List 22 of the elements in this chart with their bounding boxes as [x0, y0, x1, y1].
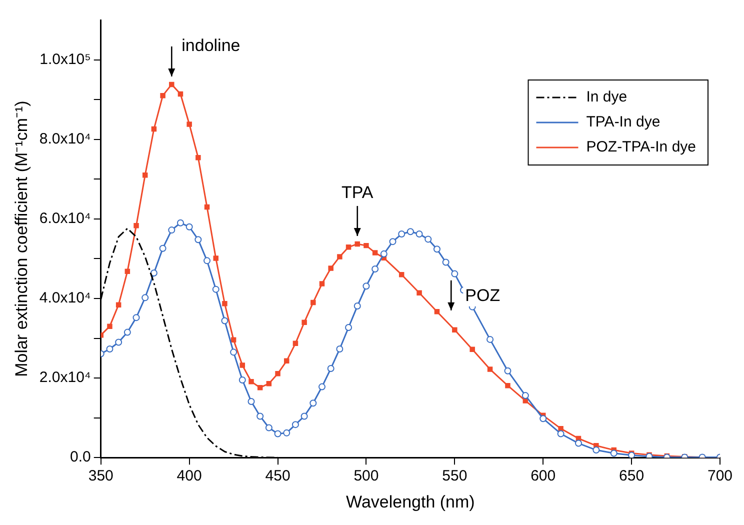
x-tick-label: 500 [354, 468, 379, 485]
x-tick-label: 650 [619, 468, 644, 485]
x-tick-label: 400 [176, 468, 202, 485]
y-axis-title: Molar extinction coefficient (M⁻¹cm⁻¹) [12, 100, 31, 377]
y-tick-label: 1.0x10⁵ [40, 50, 91, 68]
x-tick-label: 550 [442, 468, 468, 485]
y-tick-label: 8.0x10⁴ [39, 130, 91, 148]
legend-label: POZ-TPA-In dye [586, 138, 696, 156]
x-axis-title: Wavelength (nm) [346, 492, 475, 512]
y-tick-label: 4.0x10⁴ [39, 290, 91, 307]
legend-label: In dye [586, 88, 628, 106]
y-tick-label: 6.0x10⁴ [39, 210, 91, 228]
annotation: TPA [341, 183, 374, 202]
x-tick-label: 350 [88, 468, 114, 485]
x-tick-label: 600 [530, 468, 556, 485]
y-tick-label: 2.0x10⁴ [39, 369, 91, 386]
annotation: POZ [465, 286, 500, 306]
legend-label: TPA-In dye [586, 114, 660, 131]
x-tick-label: 700 [707, 468, 733, 485]
y-tick-label: 0.0 [70, 448, 91, 466]
annotation: indoline [182, 36, 240, 56]
x-tick-label: 450 [265, 468, 290, 485]
